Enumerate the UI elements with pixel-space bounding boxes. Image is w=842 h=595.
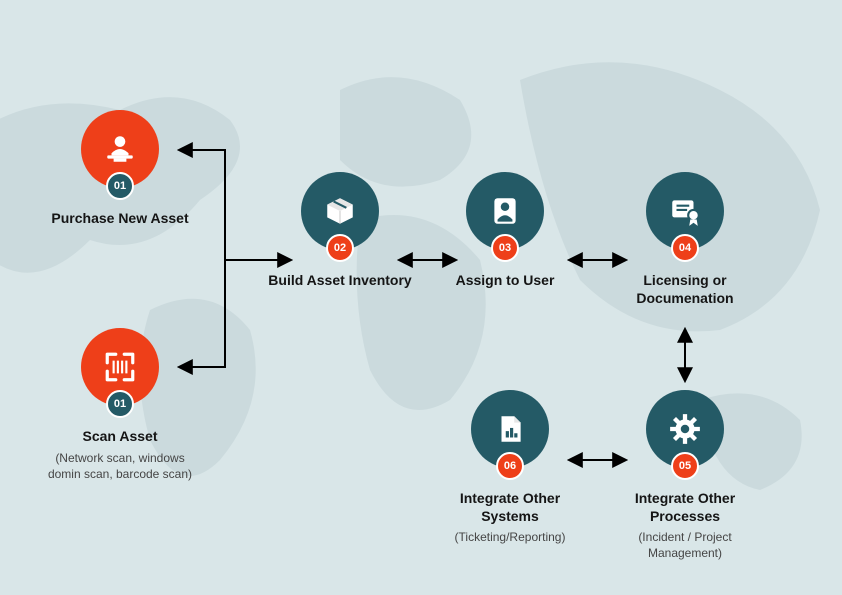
node-title: Licensing or Documenation: [600, 272, 770, 307]
step-number-badge: 02: [326, 234, 354, 262]
node-circle: 05: [646, 390, 724, 468]
step-number-badge: 01: [106, 390, 134, 418]
diagram-canvas: 01 Purchase New Asset 01 Scan Asset (Network…: [0, 0, 842, 595]
user-icon: [488, 194, 522, 228]
flow-node-n2: 02 Build Asset Inventory: [260, 172, 420, 290]
person-desk-icon: [103, 132, 137, 166]
flow-node-n5: 05 Integrate Other Processes (Incident / P…: [600, 390, 770, 561]
node-circle: 02: [301, 172, 379, 250]
step-number-badge: 01: [106, 172, 134, 200]
node-title: Assign to User: [430, 272, 580, 290]
node-subtitle: (Incident / Project Management): [600, 529, 770, 561]
flow-node-n4: 04 Licensing or Documenation: [600, 172, 770, 307]
flow-node-n1b: 01 Scan Asset (Network scan, windows domin…: [45, 328, 195, 482]
node-circle: 06: [471, 390, 549, 468]
node-circle: 03: [466, 172, 544, 250]
flow-node-n1: 01 Purchase New Asset: [45, 110, 195, 228]
barcode-icon: [103, 350, 137, 384]
gear-icon: [668, 412, 702, 446]
step-number-badge: 06: [496, 452, 524, 480]
step-number-badge: 05: [671, 452, 699, 480]
step-number-badge: 04: [671, 234, 699, 262]
node-title: Build Asset Inventory: [260, 272, 420, 290]
box-icon: [323, 194, 357, 228]
report-icon: [493, 412, 527, 446]
node-title: Integrate Other Processes: [600, 490, 770, 525]
node-circle: 01: [81, 110, 159, 188]
node-subtitle: (Network scan, windows domin scan, barco…: [45, 450, 195, 482]
step-number-badge: 03: [491, 234, 519, 262]
node-subtitle: (Ticketing/Reporting): [430, 529, 590, 545]
node-title: Integrate Other Systems: [430, 490, 590, 525]
flow-node-n3: 03 Assign to User: [430, 172, 580, 290]
node-circle: 01: [81, 328, 159, 406]
node-title: Purchase New Asset: [45, 210, 195, 228]
node-circle: 04: [646, 172, 724, 250]
cert-icon: [668, 194, 702, 228]
node-title: Scan Asset: [45, 428, 195, 446]
flow-node-n6: 06 Integrate Other Systems (Ticketing/Repo…: [430, 390, 590, 545]
